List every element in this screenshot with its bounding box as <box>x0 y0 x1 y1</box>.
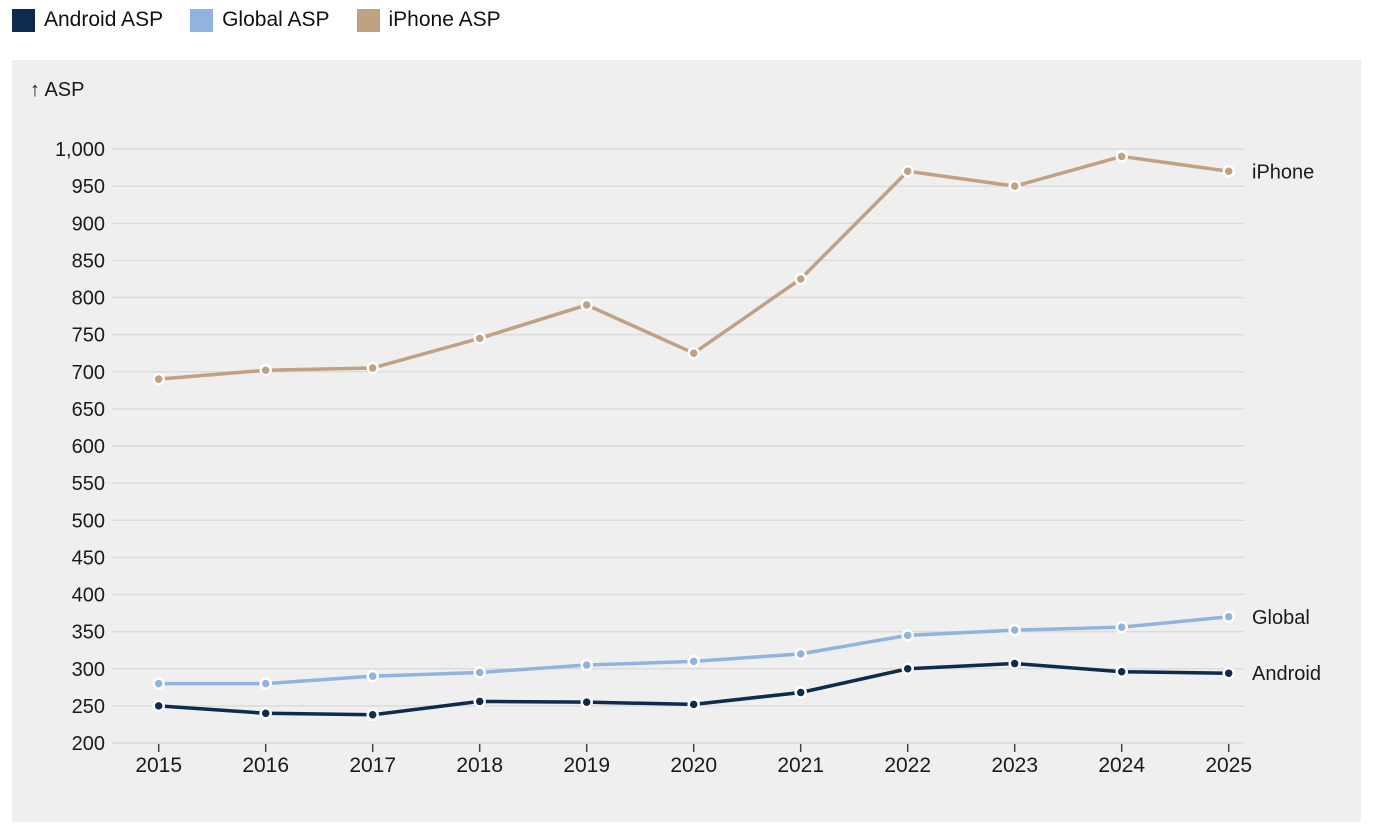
y-tick-label: 450 <box>72 547 105 569</box>
x-tick-label: 2023 <box>991 754 1038 777</box>
data-point-global <box>580 658 593 672</box>
data-point-global <box>1115 620 1128 634</box>
x-tick-label: 2018 <box>456 754 503 777</box>
y-tick-label: 300 <box>72 659 105 681</box>
data-point-iphone <box>1115 150 1128 163</box>
y-tick-label: 850 <box>72 250 105 272</box>
data-point-iphone <box>1222 165 1235 178</box>
x-tick-label: 2020 <box>670 754 717 777</box>
y-tick-label: 950 <box>72 176 105 198</box>
data-point-android <box>1008 657 1021 670</box>
y-tick-label: 1,000 <box>55 139 105 161</box>
legend-label: Android ASP <box>44 8 164 31</box>
data-point-iphone <box>901 165 914 178</box>
x-tick-label: 2021 <box>777 754 824 777</box>
data-point-android <box>580 695 593 709</box>
data-point-global <box>1222 610 1235 624</box>
y-axis-title: ↑ ASP <box>30 79 85 101</box>
y-tick-label: 250 <box>72 696 105 718</box>
data-point-android <box>1222 666 1235 680</box>
y-tick-label: 650 <box>72 399 105 421</box>
data-point-android <box>901 662 914 675</box>
y-tick-label: 350 <box>72 622 105 644</box>
legend-item: iPhone ASP <box>356 8 501 32</box>
series-end-label-android: Android <box>1252 663 1321 685</box>
data-point-iphone <box>1008 179 1021 193</box>
data-point-global <box>794 647 807 661</box>
legend: Android ASP Global ASP iPhone ASP <box>12 8 501 32</box>
y-tick-label: 500 <box>72 510 105 532</box>
data-point-iphone <box>580 298 593 312</box>
y-tick-label: 200 <box>72 733 105 755</box>
data-point-android <box>473 695 486 708</box>
y-tick-label: 900 <box>72 213 105 235</box>
series-line-iphone <box>156 154 1231 381</box>
data-point-global <box>473 666 486 679</box>
data-point-iphone <box>366 361 379 375</box>
y-tick-label: 700 <box>72 362 105 384</box>
data-point-android <box>152 699 165 713</box>
data-point-android <box>794 686 807 699</box>
data-point-android <box>687 698 700 711</box>
x-tick-label: 2025 <box>1205 754 1252 777</box>
legend-label: iPhone ASP <box>388 8 501 31</box>
data-point-android <box>366 708 379 722</box>
data-point-global <box>259 677 272 690</box>
legend-item: Android ASP <box>12 8 163 32</box>
legend-swatch-icon <box>12 8 35 32</box>
data-point-iphone <box>152 372 165 386</box>
data-point-global <box>901 629 914 642</box>
series-end-label-global: Global <box>1252 607 1310 629</box>
data-point-iphone <box>687 346 700 360</box>
x-tick-label: 2016 <box>242 754 289 777</box>
data-point-android <box>259 707 272 720</box>
x-tick-label: 2015 <box>135 754 182 777</box>
x-tick-label: 2017 <box>349 754 396 777</box>
data-point-global <box>687 655 700 668</box>
y-tick-label: 750 <box>72 325 105 347</box>
legend-label: Global ASP <box>222 8 330 31</box>
series-line-global <box>156 615 1231 686</box>
legend-swatch-icon <box>356 8 380 32</box>
data-point-iphone <box>794 272 807 286</box>
y-tick-label: 400 <box>72 585 105 607</box>
x-tick-label: 2022 <box>884 754 931 777</box>
data-point-global <box>366 669 379 683</box>
y-tick-label: 550 <box>72 473 105 495</box>
series-end-label-iphone: iPhone <box>1252 161 1314 183</box>
data-point-iphone <box>259 364 272 377</box>
data-point-global <box>152 677 165 690</box>
y-tick-label: 600 <box>72 436 105 458</box>
chart-svg: 200 250 300 350 400 450 500 550 600 650 700 750 800 8… <box>55 139 1321 777</box>
x-tick-label: 2019 <box>563 754 610 777</box>
data-point-iphone <box>473 332 486 345</box>
data-point-android <box>1115 665 1128 678</box>
data-point-global <box>1008 623 1021 637</box>
x-tick-label: 2024 <box>1098 754 1145 777</box>
legend-item: Global ASP <box>190 8 330 32</box>
y-tick-label: 800 <box>72 288 105 310</box>
chart-area: ↑ ASP 200 250 300 350 400 450 500 550 600 650 700 7… <box>12 60 1361 822</box>
legend-swatch-icon <box>190 8 214 32</box>
